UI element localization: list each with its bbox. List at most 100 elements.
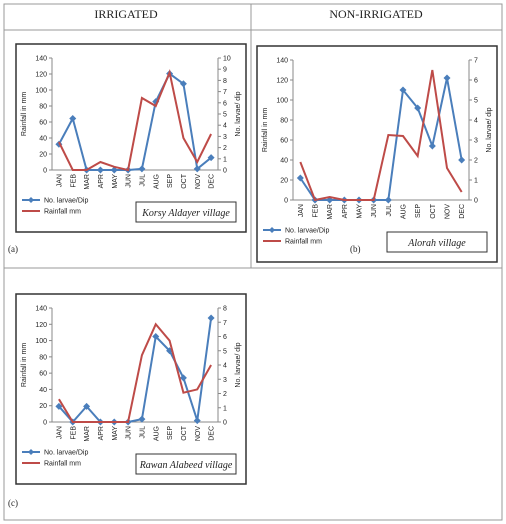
annotation: Korsy Aldayer village: [141, 208, 230, 219]
data-point: [458, 156, 466, 164]
data-point: [110, 166, 118, 174]
y2-tick-label: 4: [223, 123, 227, 130]
y2-tick-label: 3: [474, 138, 478, 145]
legend-marker: [28, 197, 34, 203]
panel-label: (b): [350, 244, 361, 254]
y-tick-label: 20: [280, 178, 288, 185]
annotation: Alorah village: [407, 238, 466, 249]
series-line: [58, 322, 212, 423]
data-point: [152, 333, 160, 340]
y-tick-label: 100: [276, 98, 288, 105]
y-tick-label: 120: [35, 72, 47, 79]
data-point: [55, 402, 63, 410]
chart-frame: [256, 45, 498, 263]
x-tick-label: SEP: [167, 426, 174, 440]
series-line: [58, 317, 213, 424]
x-tick-label: JAN: [56, 174, 63, 187]
x-tick-label: NOV: [445, 204, 452, 220]
y2-tick-label: 2: [223, 391, 227, 398]
data-point: [193, 165, 201, 173]
x-tick-label: AUG: [401, 204, 408, 219]
x-tick-label: AUG: [153, 426, 160, 441]
y2-tick-label: 2: [474, 158, 478, 165]
legend-label: Rainfall mm: [44, 461, 81, 468]
x-tick-label: DEC: [209, 174, 216, 189]
legend-marker: [269, 227, 275, 233]
panel-label: (a): [8, 244, 18, 254]
y-axis-title: Rainfall in mm: [21, 92, 28, 137]
data-point: [443, 74, 451, 82]
y-tick-label: 140: [35, 56, 47, 63]
annotation: Rawan Alabeed village: [139, 460, 233, 471]
y-tick-label: 0: [43, 168, 47, 175]
data-point: [296, 174, 304, 182]
y2-tick-label: 4: [474, 118, 478, 125]
x-tick-label: FEB: [70, 426, 77, 440]
y2-tick-label: 6: [223, 334, 227, 341]
legend-marker: [28, 449, 34, 455]
y2-tick-label: 7: [223, 320, 227, 327]
y2-tick-label: 0: [223, 168, 227, 175]
x-tick-label: DEC: [209, 426, 216, 441]
annotation-box: [386, 231, 488, 253]
y2-tick-label: 1: [474, 178, 478, 185]
data-point: [83, 402, 91, 410]
legend-label: No. larvae/Dip: [44, 198, 88, 205]
y-tick-label: 60: [39, 120, 47, 127]
x-tick-label: JUL: [139, 174, 146, 187]
y2-tick-label: 0: [474, 198, 478, 205]
y2-tick-label: 7: [474, 58, 478, 65]
legend-label: No. larvae/Dip: [44, 450, 88, 457]
panel-label: (c): [8, 498, 18, 508]
x-tick-label: FEB: [313, 204, 320, 218]
annotation-box: [135, 201, 237, 223]
y2-tick-label: 5: [223, 348, 227, 355]
y2-tick-label: 0: [223, 420, 227, 427]
y-tick-label: 100: [35, 338, 47, 345]
x-tick-label: JUL: [139, 426, 146, 439]
data-point: [179, 80, 187, 88]
y2-tick-label: 7: [223, 89, 227, 96]
y-tick-label: 120: [35, 322, 47, 329]
x-tick-label: JUN: [126, 174, 133, 188]
x-tick-label: JAN: [298, 204, 305, 217]
y2-tick-label: 6: [223, 100, 227, 107]
y-tick-label: 0: [43, 420, 47, 427]
y2-tick-label: 6: [474, 78, 478, 85]
data-point: [384, 196, 392, 204]
y2-tick-label: 3: [223, 377, 227, 384]
y-axis-title: Rainfall in mm: [262, 108, 269, 153]
x-tick-label: AUG: [153, 174, 160, 189]
y2-axis-title: No. larvae/ dip: [235, 342, 242, 387]
data-point: [399, 86, 407, 94]
x-tick-label: MAY: [112, 426, 119, 441]
x-tick-label: SEP: [167, 174, 174, 188]
x-tick-label: MAR: [327, 204, 334, 220]
y-tick-label: 40: [39, 387, 47, 394]
data-point: [193, 417, 201, 425]
data-point: [138, 415, 146, 423]
series-line: [299, 69, 463, 202]
column-header: IRRIGATED: [94, 7, 158, 21]
data-point: [179, 374, 187, 382]
y2-tick-label: 8: [223, 78, 227, 85]
legend-label: Rainfall mm: [44, 209, 81, 216]
x-tick-label: APR: [98, 174, 105, 188]
x-tick-label: FEB: [70, 174, 77, 188]
y-tick-label: 80: [39, 104, 47, 111]
data-point: [428, 142, 436, 150]
series-line: [58, 72, 212, 171]
y-tick-label: 40: [39, 136, 47, 143]
y2-tick-label: 3: [223, 134, 227, 141]
x-tick-label: APR: [98, 426, 105, 440]
x-tick-label: MAR: [84, 174, 91, 190]
y2-tick-label: 2: [223, 145, 227, 152]
data-point: [414, 104, 422, 112]
y2-tick-label: 4: [223, 363, 227, 370]
y-tick-label: 140: [35, 306, 47, 313]
column-header: NON-IRRIGATED: [329, 7, 423, 21]
y-tick-label: 40: [280, 158, 288, 165]
x-tick-label: MAY: [112, 174, 119, 189]
y-tick-label: 120: [276, 78, 288, 85]
